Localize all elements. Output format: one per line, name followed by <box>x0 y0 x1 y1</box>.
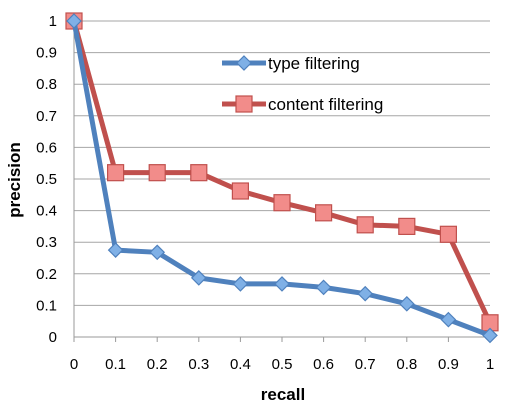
x-axis-title: recall <box>261 385 305 404</box>
data-point <box>315 204 333 222</box>
y-tick-label: 0.6 <box>36 139 57 156</box>
data-point <box>148 164 166 182</box>
legend-entry: type filtering <box>222 54 360 73</box>
legend-entry: content filtering <box>222 95 383 114</box>
y-tick-label: 0.5 <box>36 171 57 188</box>
legend-marker <box>236 55 252 71</box>
legend-label: content filtering <box>268 95 383 114</box>
data-point <box>315 279 332 296</box>
y-tick-label: 0.7 <box>36 108 57 125</box>
x-tick-label: 0.8 <box>396 356 417 373</box>
data-point <box>439 225 457 243</box>
data-point <box>273 194 291 212</box>
data-point <box>398 217 416 235</box>
data-point <box>274 276 290 292</box>
x-tick-label: 0.6 <box>313 356 334 373</box>
tick-labels: 0 0.1 0.2 0.3 0.4 0.5 0.6 0.7 0.8 0.9 1 0 0.1 0.2 0.3 0… <box>36 13 494 373</box>
series-group <box>65 12 499 344</box>
x-tick-label: 0.5 <box>272 356 293 373</box>
data-point <box>356 216 374 234</box>
y-tick-label: 0 <box>49 329 57 346</box>
data-point <box>232 276 249 292</box>
y-tick-label: 1 <box>49 13 57 30</box>
y-tick-label: 0.8 <box>36 76 57 93</box>
legend-marker <box>235 95 253 113</box>
data-point <box>107 242 124 258</box>
x-tick-label: 1 <box>486 356 494 373</box>
series-type-filtering <box>66 13 498 344</box>
y-tick-label: 0.9 <box>36 45 57 62</box>
data-point <box>231 182 249 200</box>
x-tick-label: 0.7 <box>355 356 376 373</box>
data-point <box>190 164 208 182</box>
legend: type filtering content filtering <box>222 54 383 114</box>
x-tick-label: 0 <box>70 356 78 373</box>
x-tick-label: 0.1 <box>105 356 126 373</box>
x-tick-label: 0.9 <box>438 356 459 373</box>
x-tick-label: 0.4 <box>230 356 251 373</box>
legend-label: type filtering <box>268 54 360 73</box>
data-point <box>440 311 457 328</box>
data-point <box>106 164 125 182</box>
x-tick-label: 0.3 <box>188 356 209 373</box>
data-point <box>482 327 498 344</box>
data-point <box>149 244 166 261</box>
data-point <box>190 270 207 286</box>
y-tick-label: 0.4 <box>36 203 57 220</box>
series-content-filtering <box>65 12 499 332</box>
x-tick-label: 0.2 <box>147 356 168 373</box>
data-point <box>357 285 374 302</box>
y-tick-label: 0.3 <box>36 234 57 251</box>
y-axis-title: precision <box>5 142 24 218</box>
y-tick-label: 0.1 <box>36 297 57 314</box>
data-point <box>398 295 415 312</box>
y-tick-label: 0.2 <box>36 266 57 283</box>
data-point <box>66 13 82 29</box>
